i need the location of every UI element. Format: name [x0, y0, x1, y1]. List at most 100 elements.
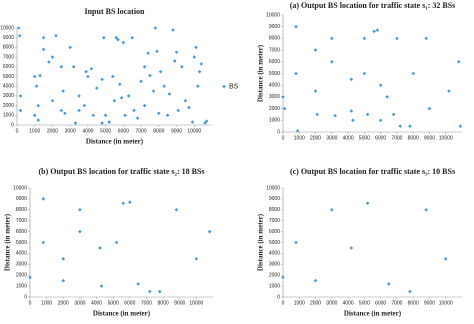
x-tick-label: 10000: [439, 135, 453, 141]
data-point: [171, 28, 175, 32]
x-tick-label: 5000: [100, 128, 111, 134]
data-point: [172, 59, 177, 63]
y-tick-label: 8000: [16, 207, 27, 213]
data-point: [313, 48, 318, 52]
x-axis-label: Distance (in meter): [93, 310, 151, 318]
data-point: [313, 278, 318, 283]
data-point: [146, 51, 150, 56]
y-tick-label: 8000: [3, 45, 14, 51]
y-tick-label: 7000: [269, 47, 280, 53]
x-axis-label: Distance (in meter): [86, 138, 144, 146]
x-tick-label: 2000: [58, 300, 69, 306]
data-point: [349, 109, 354, 113]
data-point: [443, 257, 448, 261]
y-tick-label: 3000: [269, 262, 280, 268]
data-point: [176, 108, 181, 113]
x-tick-label: 1000: [294, 135, 305, 141]
x-tick-label: 7000: [391, 135, 402, 141]
x-tick-label: 10000: [439, 300, 453, 306]
data-point: [365, 201, 370, 206]
y-tick-label: 4000: [16, 251, 27, 257]
data-point: [142, 65, 147, 69]
y-tick-label: 3000: [16, 262, 27, 268]
y-tick-label: 9000: [269, 196, 280, 202]
data-point: [103, 113, 108, 118]
data-point: [114, 35, 119, 40]
data-point: [167, 92, 172, 96]
data-point: [330, 36, 334, 41]
data-point: [47, 60, 51, 64]
data-point: [84, 69, 88, 74]
x-tick-label: 9000: [424, 300, 435, 306]
x-tick-label: 0: [282, 300, 285, 306]
data-point: [351, 118, 355, 123]
data-point: [330, 60, 334, 64]
data-point: [63, 111, 67, 116]
data-point: [91, 113, 96, 118]
data-point: [119, 96, 124, 100]
y-tick-label: 10000: [13, 185, 27, 191]
data-point: [50, 98, 55, 103]
data-point: [294, 24, 298, 29]
data-point: [118, 82, 122, 87]
x-tick-label: 6000: [375, 300, 386, 306]
y-tick-label: 1000: [3, 113, 14, 119]
data-point: [408, 124, 412, 128]
data-point: [34, 84, 39, 88]
data-point: [372, 29, 376, 34]
x-tick-label: 6000: [375, 135, 386, 141]
y-tick-label: 10000: [266, 185, 280, 191]
data-point: [155, 49, 159, 54]
x-tick-label: 9000: [171, 128, 182, 134]
data-point: [41, 47, 46, 52]
y-axis-label: Distance (in meter): [257, 44, 265, 102]
y-tick-label: 8000: [269, 207, 280, 213]
x-tick-label: 9000: [174, 300, 185, 306]
data-point: [204, 119, 209, 123]
data-point: [121, 40, 126, 45]
data-point: [362, 71, 367, 76]
data-point: [59, 65, 64, 69]
y-tick-label: 1000: [16, 283, 27, 289]
data-point: [100, 121, 104, 125]
x-tick-label: 10000: [187, 128, 201, 134]
data-point: [61, 89, 65, 93]
y-tick-label: 0: [24, 294, 27, 300]
data-point: [148, 73, 152, 78]
y-tick-label: 6000: [269, 229, 280, 235]
data-point: [192, 55, 197, 59]
data-point: [456, 60, 461, 64]
y-tick-label: 2000: [269, 273, 280, 279]
data-point: [16, 26, 21, 30]
data-point: [281, 95, 285, 99]
data-point: [362, 36, 367, 41]
data-point: [194, 45, 198, 50]
data-point: [78, 229, 82, 234]
y-tick-label: 2000: [16, 273, 27, 279]
data-point: [158, 69, 163, 74]
y-axis-label: Distance (in meter): [4, 213, 12, 271]
data-point: [157, 111, 161, 116]
x-tick-label: 4000: [82, 128, 93, 134]
y-tick-label: 2000: [269, 106, 280, 112]
y-tick-label: 4000: [269, 83, 280, 89]
y-tick-label: 7000: [3, 54, 14, 60]
y-tick-label: 6000: [269, 59, 280, 65]
data-point: [136, 282, 140, 286]
data-point: [196, 84, 200, 88]
data-point: [126, 94, 131, 98]
data-point: [142, 103, 147, 108]
data-point: [135, 116, 140, 121]
y-tick-label: 5000: [269, 240, 280, 246]
x-tick-label: 3000: [326, 300, 337, 306]
x-tick-label: 5000: [359, 300, 370, 306]
x-tick-label: 8000: [408, 135, 419, 141]
data-point: [174, 50, 179, 55]
data-point: [102, 35, 106, 40]
x-tick-label: 3000: [326, 135, 337, 141]
data-point: [128, 200, 132, 204]
data-point: [99, 284, 104, 288]
data-point: [71, 65, 76, 69]
data-point: [207, 229, 212, 234]
